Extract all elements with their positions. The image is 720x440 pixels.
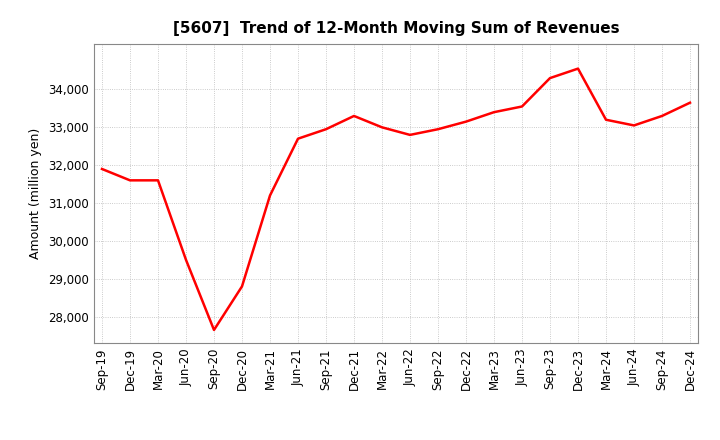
Title: [5607]  Trend of 12-Month Moving Sum of Revenues: [5607] Trend of 12-Month Moving Sum of R…	[173, 21, 619, 36]
Y-axis label: Amount (million yen): Amount (million yen)	[30, 128, 42, 259]
